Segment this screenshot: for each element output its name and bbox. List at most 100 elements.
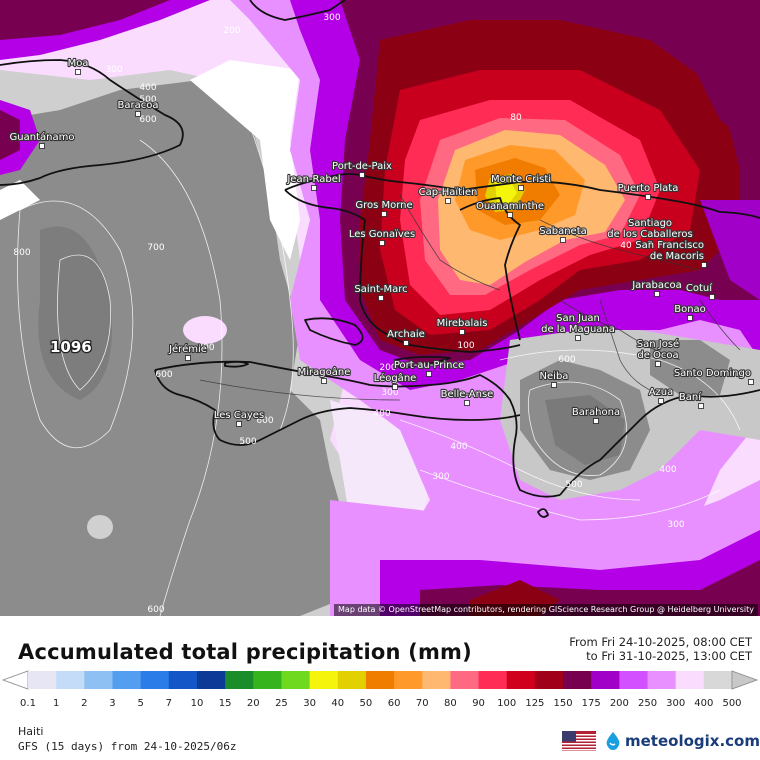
- city-label: Archaie: [387, 329, 425, 340]
- city-label: de la Maguana: [541, 324, 615, 335]
- legend-label: 90: [472, 698, 485, 709]
- map-attribution[interactable]: Map data © OpenStreetMap contributors, r…: [334, 604, 758, 616]
- contour-value: 500: [239, 437, 256, 447]
- legend-label: 1: [53, 698, 59, 709]
- legend-label: 400: [694, 698, 713, 709]
- color-legend: 0.1 1 2 3 5 7 10 15 20 25 30 40 50 60 70 80 90 100 125 150 1…: [0, 668, 760, 712]
- city-marker: [647, 240, 653, 246]
- legend-swatch: [281, 671, 311, 689]
- legend-title: Accumulated total precipitation (mm): [18, 640, 472, 664]
- city-marker: [39, 143, 45, 149]
- city-label: Cotuí: [686, 282, 713, 294]
- city-label: Miragoâne: [298, 366, 351, 378]
- city-label: Azua: [649, 387, 674, 398]
- contour-value: 800: [13, 248, 30, 258]
- legend-label: 150: [553, 698, 572, 709]
- white-band: [0, 180, 40, 220]
- legend-swatch: [619, 671, 649, 689]
- city-marker: [378, 295, 384, 301]
- legend-label: 40: [331, 698, 344, 709]
- contour-value: 500: [139, 95, 156, 105]
- city-label: Sabaneta: [539, 226, 587, 237]
- city-label: Barahona: [572, 407, 620, 418]
- legend-arrow-left: [1, 670, 29, 690]
- legend-swatch: [647, 671, 677, 689]
- city-marker: [698, 403, 704, 409]
- period-info: From Fri 24-10-2025, 08:00 CET to Fri 31…: [569, 635, 752, 663]
- city-marker: [392, 384, 398, 390]
- legend-label: 250: [638, 698, 657, 709]
- city-marker: [658, 398, 664, 404]
- city-label: Belle-Anse: [441, 389, 494, 400]
- legend-swatch: [56, 671, 85, 689]
- city-marker: [687, 315, 693, 321]
- legend-swatch: [168, 671, 198, 689]
- city-marker: [748, 379, 754, 385]
- city-marker: [464, 400, 470, 406]
- region-borders: [199, 194, 741, 401]
- contour-value: 300: [323, 13, 340, 23]
- light-spot: [87, 515, 113, 539]
- gray-precip-zone-dark: [0, 80, 350, 616]
- city-marker: [236, 421, 242, 427]
- city-label: Moa: [68, 58, 89, 69]
- city-marker: [75, 69, 81, 75]
- max-value-label: 1096: [50, 338, 92, 356]
- city-label: de Macoris: [650, 251, 704, 262]
- contour-value: 300: [105, 65, 122, 75]
- contour-value: 400: [659, 465, 676, 475]
- city-label: de los Caballeros: [607, 229, 692, 240]
- legend-swatch: [422, 671, 451, 689]
- city-marker: [655, 361, 661, 367]
- city-marker: [311, 185, 317, 191]
- contour-value: 400: [139, 83, 156, 93]
- legend-swatch: [196, 671, 226, 689]
- city-marker: [135, 111, 141, 117]
- contour-value: 700: [147, 243, 164, 253]
- city-label: Les Cayes: [214, 410, 264, 421]
- city-marker: [381, 211, 387, 217]
- region-name: Haiti: [18, 725, 44, 738]
- legend-swatch: [84, 671, 113, 689]
- contour-value: 600: [155, 370, 172, 380]
- us-flag-icon[interactable]: [562, 731, 596, 755]
- legend-swatch: [309, 671, 339, 689]
- city-label: Mirebalais: [437, 318, 488, 329]
- city-label: Baní: [679, 391, 702, 403]
- legend-label: 200: [610, 698, 629, 709]
- city-label: San Francisco: [635, 240, 704, 251]
- legend-label: 125: [525, 698, 544, 709]
- legend-swatch: [225, 671, 254, 689]
- contour-value: 200: [379, 363, 396, 373]
- precipitation-map[interactable]: 200 300 300 400 500 600 80 700 800 40 400 600 200 100…: [0, 0, 760, 616]
- contour-value: 300: [381, 388, 398, 398]
- legend-label: 7: [166, 698, 172, 709]
- coastlines: [0, 0, 760, 518]
- city-label: Port-au-Prince: [394, 360, 464, 371]
- legend-label: 80: [444, 698, 457, 709]
- legend-label: 50: [360, 698, 373, 709]
- legend-label: 15: [219, 698, 232, 709]
- meteologix-icon: [606, 732, 620, 750]
- hispaniola-north-coast: [284, 173, 760, 219]
- legend-label: 70: [416, 698, 429, 709]
- legend-arrow-right: [731, 670, 759, 690]
- city-label: Baracoa: [118, 100, 159, 111]
- legend-swatch: [140, 671, 170, 689]
- legend-swatch: [450, 671, 480, 689]
- city-marker: [518, 185, 524, 191]
- legend-label: 20: [247, 698, 260, 709]
- city-marker: [654, 291, 660, 297]
- legend-swatch: [703, 671, 733, 689]
- brand-logo[interactable]: meteologix.com: [604, 731, 760, 751]
- city-label: Gros Morne: [355, 200, 412, 211]
- city-label: Léogâne: [374, 372, 417, 384]
- legend-label: 300: [666, 698, 685, 709]
- legend-label: 100: [497, 698, 516, 709]
- legend-label: 10: [191, 698, 204, 709]
- contour-value: 300: [432, 472, 449, 482]
- city-label: Les Gonaïves: [349, 229, 415, 240]
- legend-swatch: [506, 671, 536, 689]
- contour-value: 400: [450, 442, 467, 452]
- city-marker: [445, 198, 451, 204]
